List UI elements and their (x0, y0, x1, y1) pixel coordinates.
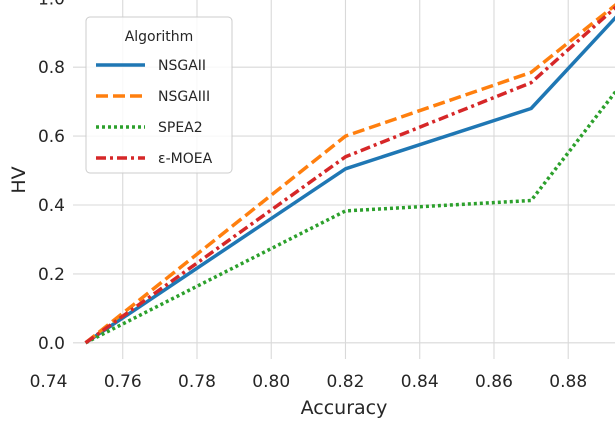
y-tick-labels: 0.0 0.2 0.4 0.6 0.8 1.0 (38, 0, 65, 354)
y-tick-label: 1.0 (38, 0, 65, 9)
x-tick-label: 0.76 (104, 372, 142, 392)
series-line (84, 3, 615, 345)
y-tick-label: 0.6 (38, 127, 65, 147)
series-line (84, 5, 615, 345)
x-axis-title: Accuracy (301, 397, 388, 419)
series-lines (84, 3, 615, 345)
y-tick-label: 0.0 (38, 334, 65, 354)
x-tick-label: 0.88 (549, 372, 587, 392)
series-line (84, 15, 615, 345)
x-tick-label: 0.86 (475, 372, 513, 392)
x-tick-label: 0.80 (252, 372, 290, 392)
legend-box (85, 16, 233, 174)
legend-title: Algorithm (125, 29, 194, 45)
x-tick-label: 0.74 (30, 372, 68, 392)
legend-items: NSGAII NSGAIII SPEA2 ε-MOEA (96, 58, 213, 167)
y-tick-label: 0.4 (38, 196, 65, 216)
legend-label: SPEA2 (158, 120, 203, 136)
series-line (84, 89, 615, 345)
x-tick-label: 0.84 (401, 372, 439, 392)
x-tick-label: 0.78 (178, 372, 216, 392)
y-tick-label: 0.8 (38, 58, 65, 78)
legend-label: NSGAIII (158, 89, 210, 105)
x-tick-label: 0.82 (327, 372, 365, 392)
legend-label: ε-MOEA (158, 151, 213, 167)
legend: Algorithm NSGAII NSGAIII SPEA2 ε-MOEA (85, 16, 233, 174)
y-axis-title: HV (8, 166, 30, 193)
x-tick-labels: 0.74 0.76 0.78 0.80 0.82 0.84 0.86 0.88 (30, 372, 588, 392)
y-tick-label: 0.2 (38, 265, 65, 285)
legend-label: NSGAII (158, 58, 206, 74)
